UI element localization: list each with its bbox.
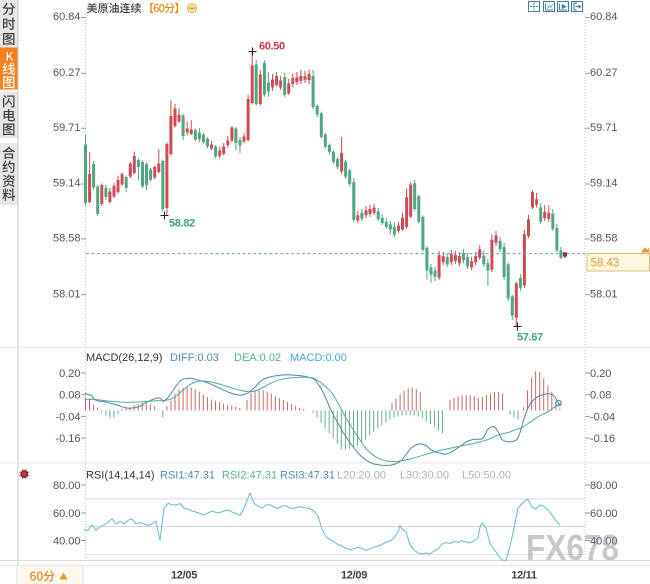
- svg-text:-0.16: -0.16: [590, 433, 615, 445]
- svg-text:60.84: 60.84: [53, 11, 81, 23]
- svg-text:FX678: FX678: [526, 527, 619, 568]
- svg-text:60.00: 60.00: [590, 508, 618, 520]
- svg-text:57.67: 57.67: [517, 332, 543, 344]
- svg-text:40.00: 40.00: [590, 535, 618, 547]
- svg-text:59.71: 59.71: [590, 122, 618, 134]
- svg-text:60.27: 60.27: [53, 67, 81, 79]
- svg-text:60.50: 60.50: [259, 41, 285, 53]
- svg-text:58.58: 58.58: [53, 233, 81, 245]
- svg-text:60.84: 60.84: [590, 11, 618, 23]
- svg-text:58.01: 58.01: [590, 288, 618, 300]
- svg-text:80.00: 80.00: [590, 480, 618, 492]
- svg-text:12/05: 12/05: [171, 570, 197, 582]
- svg-text:80.00: 80.00: [53, 480, 81, 492]
- svg-text:0.20: 0.20: [590, 368, 611, 380]
- svg-text:MACD(26,12,9): MACD(26,12,9): [86, 352, 162, 364]
- svg-text:0.08: 0.08: [590, 390, 611, 402]
- svg-text:-0.16: -0.16: [55, 433, 80, 445]
- svg-text:58.82: 58.82: [169, 218, 195, 230]
- svg-text:DEA:0.02: DEA:0.02: [234, 352, 281, 364]
- svg-text:MACD:0.00: MACD:0.00: [290, 352, 347, 364]
- svg-text:12/11: 12/11: [511, 570, 537, 582]
- svg-text:RSI2:47.31: RSI2:47.31: [222, 470, 277, 482]
- svg-text:L50:50.00: L50:50.00: [462, 470, 511, 482]
- svg-text:59.14: 59.14: [53, 178, 81, 190]
- svg-text:L20:20.00: L20:20.00: [337, 470, 386, 482]
- svg-text:RSI1:47.31: RSI1:47.31: [160, 470, 215, 482]
- svg-text:58.43: 58.43: [591, 258, 620, 270]
- svg-text:58.01: 58.01: [53, 288, 81, 300]
- svg-text:DIFF:0.03: DIFF:0.03: [170, 352, 219, 364]
- svg-text:0.08: 0.08: [59, 390, 80, 402]
- svg-text:58.58: 58.58: [590, 233, 618, 245]
- svg-text:RSI(14,14,14): RSI(14,14,14): [86, 470, 154, 482]
- svg-text:59.71: 59.71: [53, 122, 81, 134]
- svg-text:RSI3:47.31: RSI3:47.31: [280, 470, 335, 482]
- svg-text:-0.04: -0.04: [55, 411, 80, 423]
- svg-text:0.20: 0.20: [59, 368, 80, 380]
- svg-text:59.14: 59.14: [590, 178, 618, 190]
- svg-text:60.27: 60.27: [590, 67, 618, 79]
- svg-text:60.00: 60.00: [53, 508, 81, 520]
- svg-text:12/09: 12/09: [341, 570, 367, 582]
- svg-text:40.00: 40.00: [53, 535, 81, 547]
- svg-text:L30:30.00: L30:30.00: [400, 470, 449, 482]
- svg-text:-0.04: -0.04: [590, 411, 615, 423]
